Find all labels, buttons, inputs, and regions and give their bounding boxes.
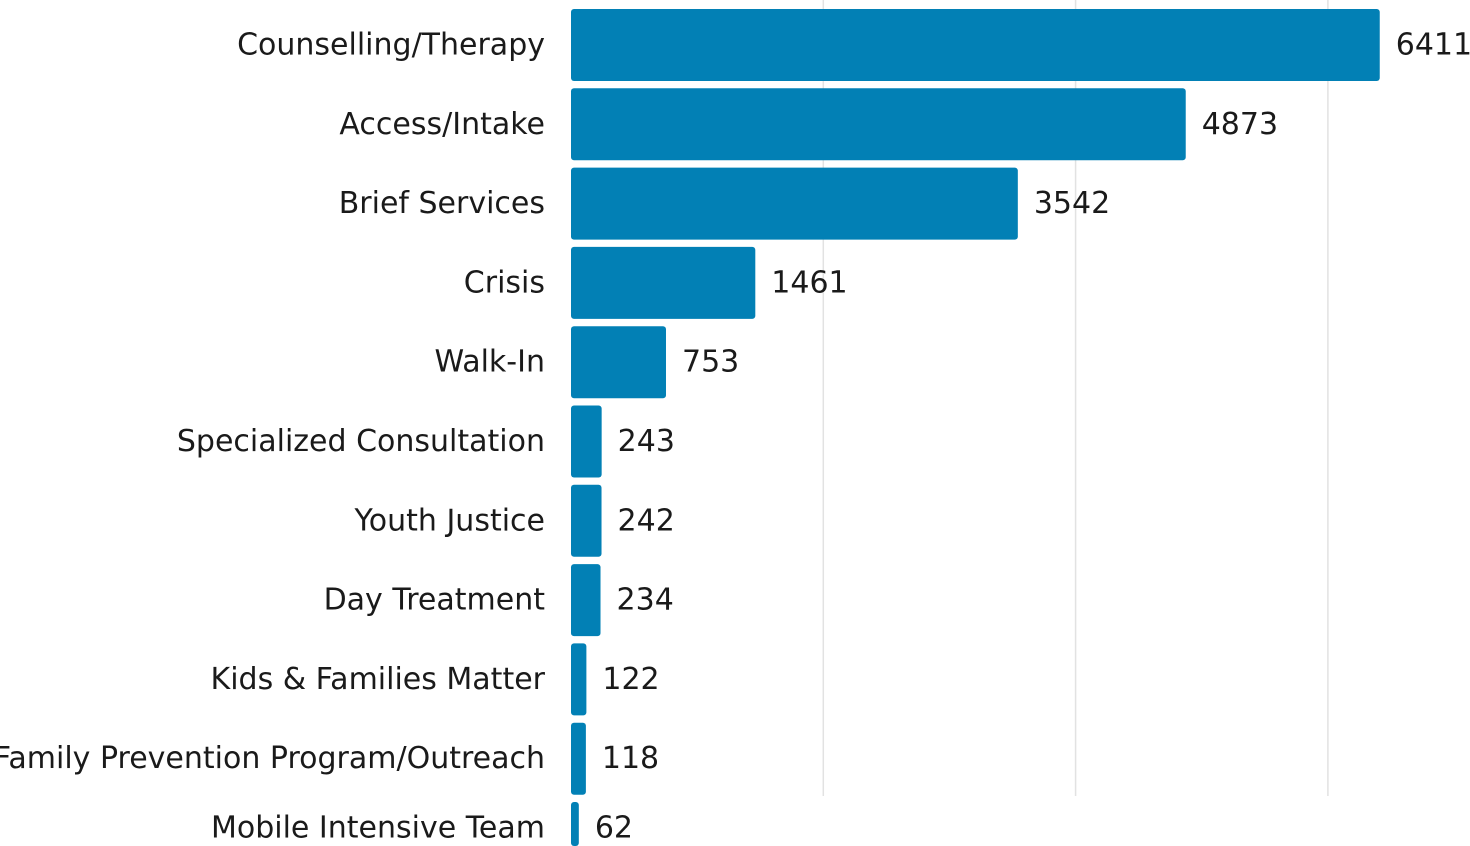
bar (571, 88, 1186, 161)
bars (571, 9, 1380, 846)
category-label: Family Prevention Program/Outreach (0, 741, 545, 776)
value-label: 242 (618, 503, 675, 538)
category-label: Crisis (464, 265, 545, 300)
category-labels: Counselling/Therapy Access/Intake Brief Se… (0, 28, 546, 846)
value-label: 122 (602, 662, 659, 697)
bar (571, 643, 587, 716)
value-label: 3542 (1034, 186, 1110, 221)
value-label: 234 (617, 583, 674, 618)
value-label: 6411 (1396, 28, 1470, 63)
bar (571, 405, 602, 478)
category-label: Youth Justice (353, 503, 545, 538)
value-label: 62 (595, 811, 633, 846)
bar (571, 722, 586, 795)
value-label: 753 (682, 345, 739, 380)
bar (571, 326, 666, 399)
value-label: 1461 (771, 265, 847, 300)
value-label: 118 (602, 741, 659, 776)
value-label: 243 (618, 424, 675, 459)
category-label: Walk-In (434, 345, 545, 380)
category-label: Day Treatment (324, 583, 546, 618)
category-label: Mobile Intensive Team (211, 811, 545, 846)
bar (571, 484, 602, 557)
category-label: Counselling/Therapy (237, 28, 545, 63)
bar (571, 564, 601, 637)
category-label: Access/Intake (339, 107, 545, 142)
value-labels: 6411 4873 3542 1461 753 243 242 234 122 118 62 (595, 28, 1470, 846)
category-label: Specialized Consultation (177, 424, 545, 459)
category-label: Brief Services (339, 186, 545, 221)
bar (571, 9, 1380, 81)
bar (571, 246, 756, 319)
value-label: 4873 (1202, 107, 1278, 142)
category-label: Kids & Families Matter (211, 662, 546, 697)
bar (571, 802, 579, 846)
bar (571, 167, 1018, 240)
